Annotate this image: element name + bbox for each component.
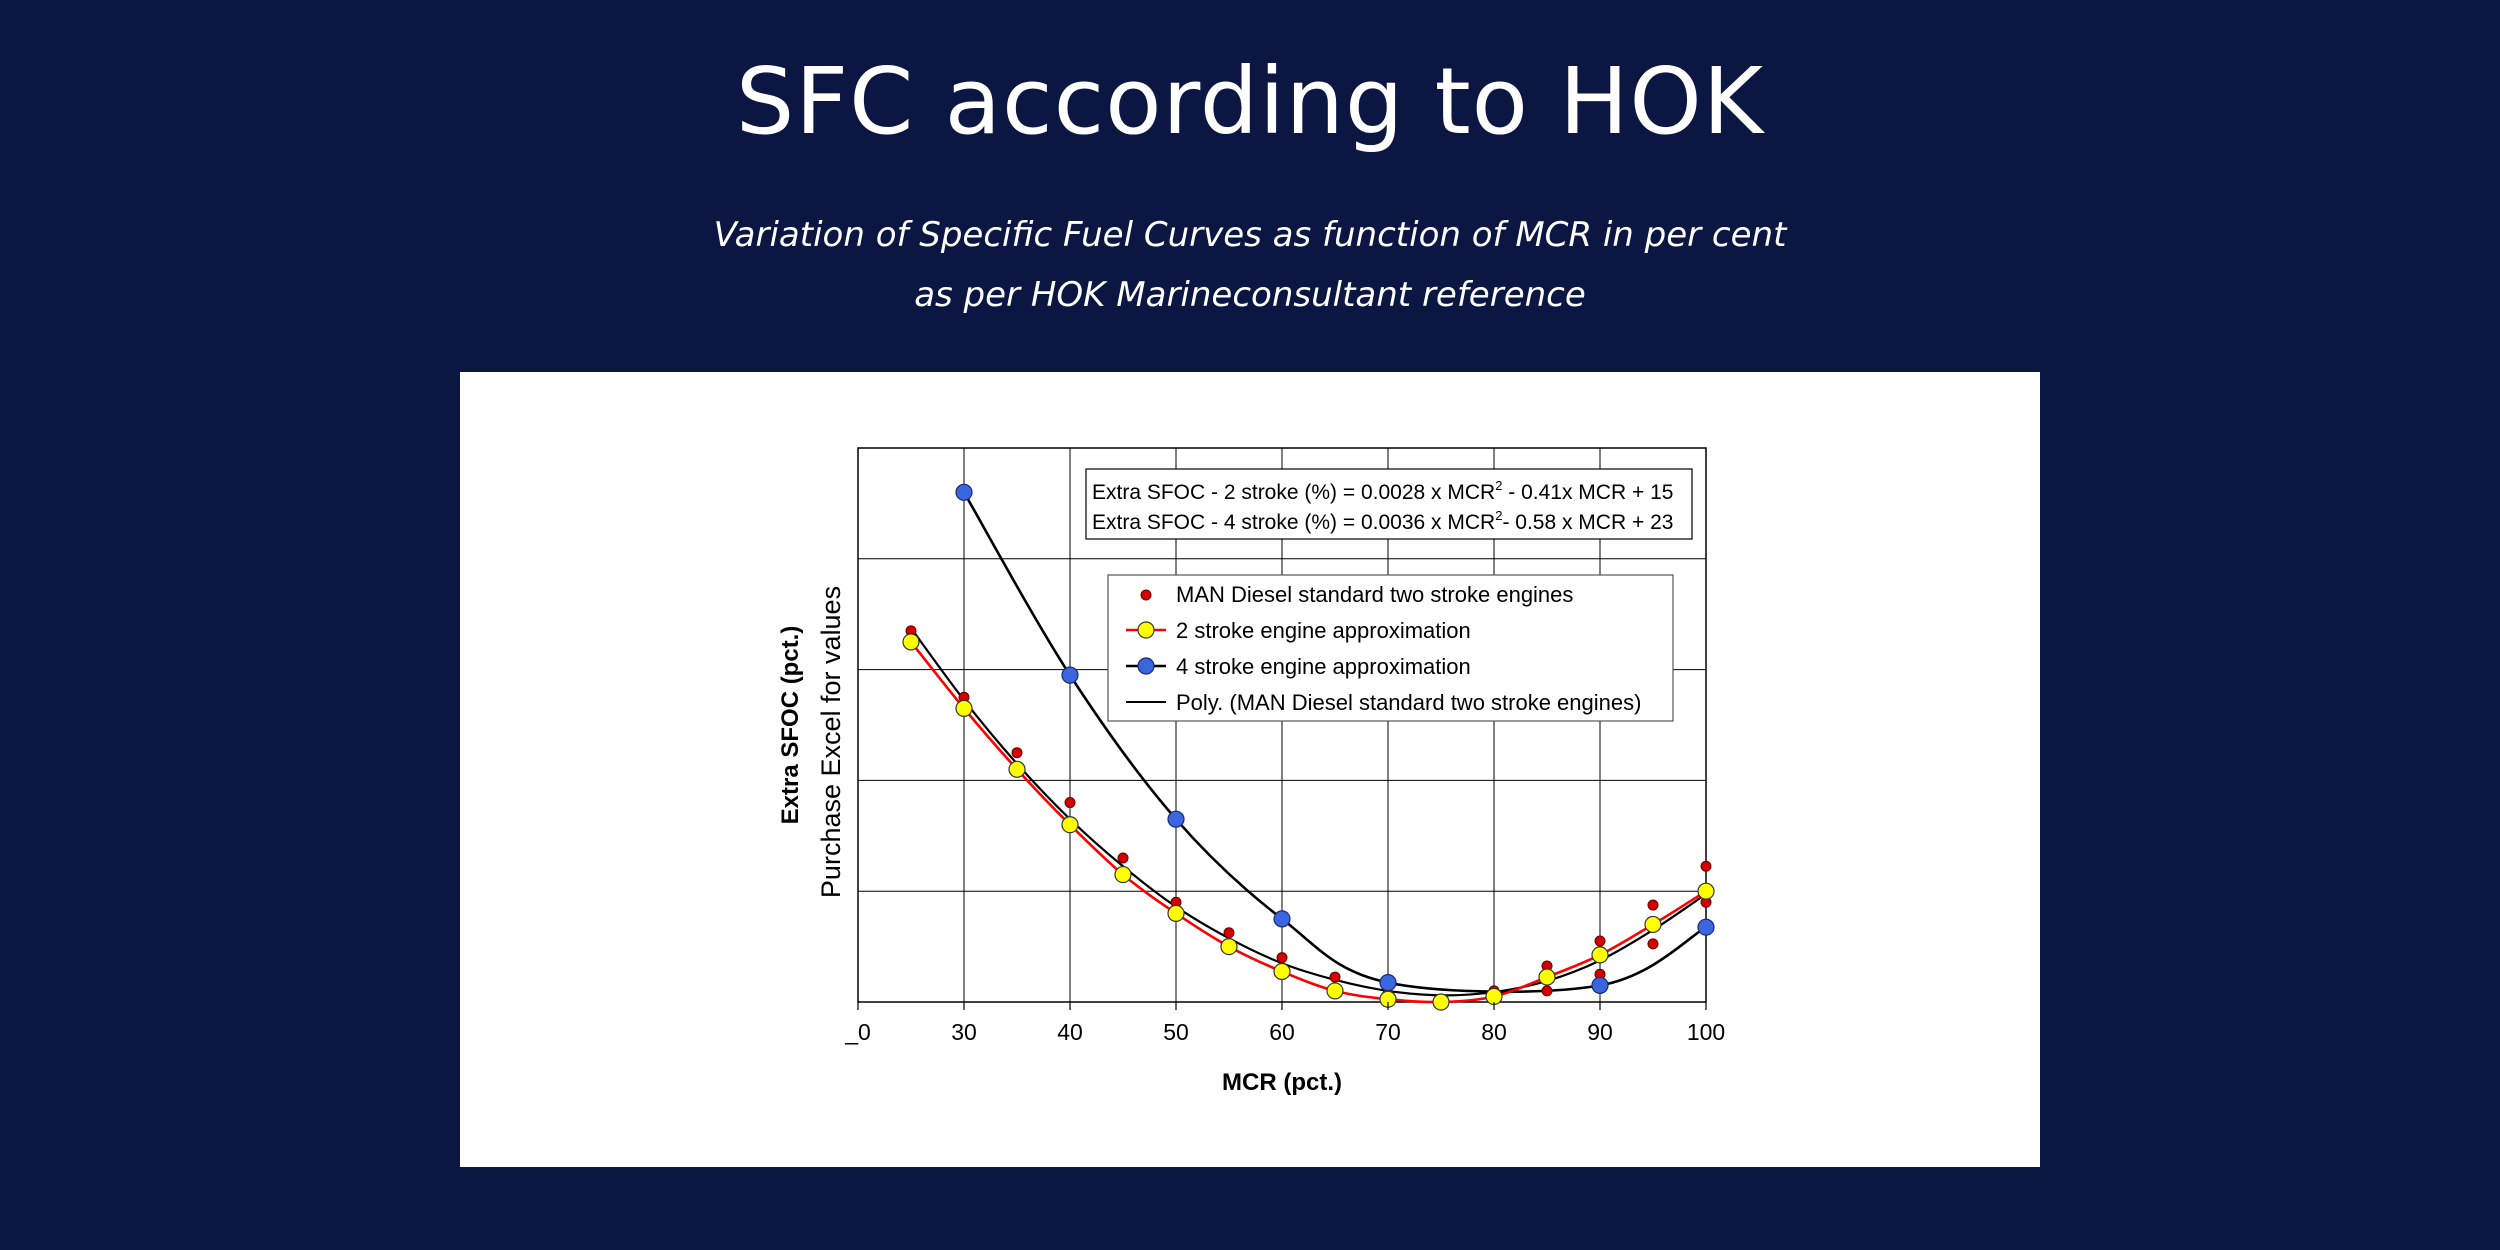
four-stroke-point (1379, 974, 1397, 992)
two-stroke-point (1273, 962, 1291, 981)
two-stroke-point (1167, 904, 1185, 922)
man-diesel-point (1647, 899, 1659, 911)
x-tick-label: 100 (1687, 1019, 1725, 1045)
four-stroke-point (955, 483, 973, 501)
two-stroke-point (1591, 946, 1609, 964)
x-tick-label: 80 (1481, 1019, 1507, 1045)
slide-title: SFC according to HOK (735, 48, 1765, 155)
two-stroke-point (1697, 882, 1715, 900)
man-diesel-point (1011, 747, 1023, 759)
two-stroke-point (1538, 968, 1556, 986)
two-stroke-point (1432, 993, 1450, 1011)
man-diesel-point (1541, 985, 1553, 997)
man-diesel-point (1329, 971, 1341, 983)
equation-4-stroke: Extra SFOC - 4 stroke (%) = 0.0036 x MCR… (1092, 508, 1673, 534)
equation-2-stroke: Extra SFOC - 2 stroke (%) = 0.0028 x MCR… (1092, 478, 1673, 504)
x-ticks: _0 30 40 50 60 70 80 90 100 (844, 1002, 1725, 1045)
x-tick-label: 30 (951, 1019, 977, 1045)
svg-text:MAN Diesel standard two stroke: MAN Diesel standard two stroke engines (1176, 582, 1573, 607)
chart-card: _0 30 40 50 60 70 80 90 100 MCR (pct.) Extra SFO… (460, 372, 2040, 1167)
x-tick-label: 90 (1587, 1019, 1613, 1045)
four-stroke-point (1591, 976, 1609, 994)
x-tick-label: 60 (1269, 1019, 1295, 1045)
two-stroke-point (1061, 816, 1079, 834)
two-stroke-point (902, 633, 920, 651)
y-axis-overlay-label: Purchase Excel for values (816, 586, 846, 898)
two-stroke-point (1220, 937, 1238, 956)
legend: MAN Diesel standard two stroke engines 2… (1107, 574, 1674, 722)
four-stroke-point (1061, 666, 1079, 684)
x-tick-label: 70 (1375, 1019, 1401, 1045)
x-axis-label: MCR (pct.) (1222, 1069, 1342, 1096)
subtitle-line-1: Variation of Specific Fuel Curves as fun… (713, 215, 1787, 255)
two-stroke-point (1114, 865, 1132, 884)
svg-text:2 stroke engine approximation: 2 stroke engine approximation (1176, 618, 1471, 643)
legend-item-poly: Poly. (MAN Diesel standard two stroke en… (1126, 690, 1641, 715)
legend-item-man-diesel: MAN Diesel standard two stroke engines (1140, 582, 1573, 607)
equation-box: Extra SFOC - 2 stroke (%) = 0.0028 x MCR… (1085, 468, 1693, 540)
two-stroke-point (955, 699, 973, 717)
svg-text:Poly. (MAN Diesel standard two: Poly. (MAN Diesel standard two stroke en… (1176, 690, 1641, 715)
man-diesel-point (1594, 935, 1606, 947)
man-diesel-point (1700, 860, 1712, 872)
two-stroke-point (1644, 915, 1662, 934)
x-tick-label: _0 (844, 1019, 871, 1045)
legend-item-2-stroke: 2 stroke engine approximation (1126, 618, 1471, 643)
two-stroke-point (1008, 760, 1026, 778)
x-tick-label: 50 (1163, 1019, 1189, 1045)
four-stroke-point (1273, 910, 1291, 928)
svg-text:4 stroke engine approximation: 4 stroke engine approximation (1176, 654, 1471, 679)
four-stroke-point (1167, 810, 1185, 828)
man-diesel-point (1647, 938, 1659, 950)
subtitle-line-2: as per HOK Marineconsultant reference (914, 275, 1586, 315)
man-diesel-point (1064, 797, 1076, 809)
series-layer (902, 483, 1715, 1011)
four-stroke-point (1697, 918, 1715, 936)
legend-item-4-stroke: 4 stroke engine approximation (1126, 654, 1471, 679)
man-diesel-point (1276, 952, 1288, 964)
sfc-chart: _0 30 40 50 60 70 80 90 100 MCR (pct.) Extra SFO… (777, 447, 1725, 1096)
slide-subtitle: Variation of Specific Fuel Curves as fun… (0, 205, 2500, 325)
x-tick-label: 40 (1057, 1019, 1083, 1045)
man-diesel-point (1117, 852, 1129, 864)
four-stroke-line (962, 491, 1707, 993)
y-axis-label: Extra SFOC (pct.) (777, 626, 804, 825)
man-diesel-point (1223, 927, 1235, 939)
two-stroke-point (1326, 982, 1344, 1000)
